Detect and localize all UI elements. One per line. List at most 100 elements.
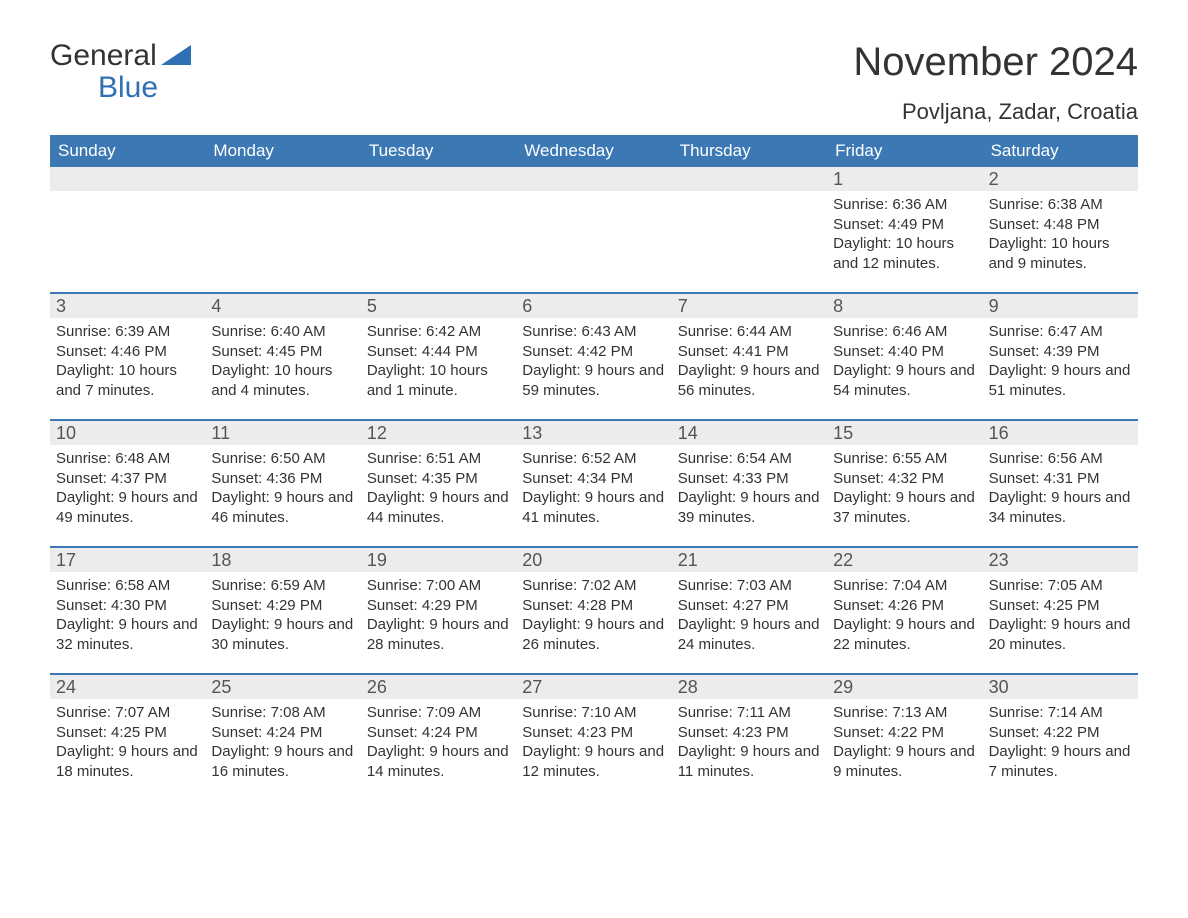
sunrise-line: Sunrise: 7:13 AM (833, 703, 976, 723)
day-number: 4 (205, 294, 360, 318)
daylight-line: Daylight: 9 hours and 59 minutes. (522, 361, 665, 400)
day-body: Sunrise: 6:46 AMSunset: 4:40 PMDaylight:… (827, 318, 982, 406)
week-row: 24Sunrise: 7:07 AMSunset: 4:25 PMDayligh… (50, 673, 1138, 800)
sunrise-line: Sunrise: 6:52 AM (522, 449, 665, 469)
sunrise-line: Sunrise: 6:51 AM (367, 449, 510, 469)
day-number: 28 (672, 675, 827, 699)
daylight-line: Daylight: 9 hours and 32 minutes. (56, 615, 199, 654)
day-body: Sunrise: 6:36 AMSunset: 4:49 PMDaylight:… (827, 191, 982, 279)
day-number: 20 (516, 548, 671, 572)
daylight-line: Daylight: 9 hours and 30 minutes. (211, 615, 354, 654)
daylight-line: Daylight: 9 hours and 11 minutes. (678, 742, 821, 781)
day-body: Sunrise: 6:54 AMSunset: 4:33 PMDaylight:… (672, 445, 827, 533)
sunset-line: Sunset: 4:33 PM (678, 469, 821, 489)
day-cell-19: 19Sunrise: 7:00 AMSunset: 4:29 PMDayligh… (361, 548, 516, 673)
day-cell-28: 28Sunrise: 7:11 AMSunset: 4:23 PMDayligh… (672, 675, 827, 800)
dow-saturday: Saturday (983, 135, 1138, 167)
sunrise-line: Sunrise: 7:11 AM (678, 703, 821, 723)
day-number: 8 (827, 294, 982, 318)
day-cell-18: 18Sunrise: 6:59 AMSunset: 4:29 PMDayligh… (205, 548, 360, 673)
day-body: Sunrise: 6:38 AMSunset: 4:48 PMDaylight:… (983, 191, 1138, 279)
day-cell-23: 23Sunrise: 7:05 AMSunset: 4:25 PMDayligh… (983, 548, 1138, 673)
daylight-line: Daylight: 10 hours and 7 minutes. (56, 361, 199, 400)
day-body: Sunrise: 7:04 AMSunset: 4:26 PMDaylight:… (827, 572, 982, 660)
sunset-line: Sunset: 4:24 PM (367, 723, 510, 743)
sunset-line: Sunset: 4:31 PM (989, 469, 1132, 489)
sunrise-line: Sunrise: 6:40 AM (211, 322, 354, 342)
day-body (361, 191, 516, 201)
sunset-line: Sunset: 4:25 PM (56, 723, 199, 743)
day-cell-21: 21Sunrise: 7:03 AMSunset: 4:27 PMDayligh… (672, 548, 827, 673)
day-number: 2 (983, 167, 1138, 191)
day-body: Sunrise: 7:05 AMSunset: 4:25 PMDaylight:… (983, 572, 1138, 660)
day-number: 27 (516, 675, 671, 699)
sunset-line: Sunset: 4:46 PM (56, 342, 199, 362)
day-cell-20: 20Sunrise: 7:02 AMSunset: 4:28 PMDayligh… (516, 548, 671, 673)
sunrise-line: Sunrise: 7:05 AM (989, 576, 1132, 596)
sunrise-line: Sunrise: 7:04 AM (833, 576, 976, 596)
daylight-line: Daylight: 9 hours and 18 minutes. (56, 742, 199, 781)
day-number: 24 (50, 675, 205, 699)
sunrise-line: Sunrise: 7:08 AM (211, 703, 354, 723)
logo-word-general: General (50, 40, 157, 72)
day-body: Sunrise: 6:50 AMSunset: 4:36 PMDaylight:… (205, 445, 360, 533)
day-body: Sunrise: 6:59 AMSunset: 4:29 PMDaylight:… (205, 572, 360, 660)
day-body: Sunrise: 6:48 AMSunset: 4:37 PMDaylight:… (50, 445, 205, 533)
day-number: 16 (983, 421, 1138, 445)
day-number (672, 167, 827, 191)
day-number (50, 167, 205, 191)
sunrise-line: Sunrise: 6:56 AM (989, 449, 1132, 469)
day-number: 9 (983, 294, 1138, 318)
daylight-line: Daylight: 9 hours and 22 minutes. (833, 615, 976, 654)
day-number: 21 (672, 548, 827, 572)
day-body (516, 191, 671, 201)
sunset-line: Sunset: 4:22 PM (989, 723, 1132, 743)
daylight-line: Daylight: 9 hours and 51 minutes. (989, 361, 1132, 400)
day-cell-5: 5Sunrise: 6:42 AMSunset: 4:44 PMDaylight… (361, 294, 516, 419)
daylight-line: Daylight: 9 hours and 24 minutes. (678, 615, 821, 654)
sunrise-line: Sunrise: 6:50 AM (211, 449, 354, 469)
sunrise-line: Sunrise: 7:14 AM (989, 703, 1132, 723)
sunset-line: Sunset: 4:40 PM (833, 342, 976, 362)
day-number: 5 (361, 294, 516, 318)
week-row: 10Sunrise: 6:48 AMSunset: 4:37 PMDayligh… (50, 419, 1138, 546)
sunset-line: Sunset: 4:24 PM (211, 723, 354, 743)
day-body: Sunrise: 7:10 AMSunset: 4:23 PMDaylight:… (516, 699, 671, 787)
day-cell-4: 4Sunrise: 6:40 AMSunset: 4:45 PMDaylight… (205, 294, 360, 419)
day-cell-13: 13Sunrise: 6:52 AMSunset: 4:34 PMDayligh… (516, 421, 671, 546)
daylight-line: Daylight: 9 hours and 39 minutes. (678, 488, 821, 527)
day-body (50, 191, 205, 201)
day-of-week-header: SundayMondayTuesdayWednesdayThursdayFrid… (50, 135, 1138, 167)
day-cell-12: 12Sunrise: 6:51 AMSunset: 4:35 PMDayligh… (361, 421, 516, 546)
daylight-line: Daylight: 10 hours and 12 minutes. (833, 234, 976, 273)
day-body: Sunrise: 6:56 AMSunset: 4:31 PMDaylight:… (983, 445, 1138, 533)
daylight-line: Daylight: 9 hours and 37 minutes. (833, 488, 976, 527)
sunset-line: Sunset: 4:29 PM (367, 596, 510, 616)
daylight-line: Daylight: 9 hours and 20 minutes. (989, 615, 1132, 654)
daylight-line: Daylight: 9 hours and 49 minutes. (56, 488, 199, 527)
day-cell-16: 16Sunrise: 6:56 AMSunset: 4:31 PMDayligh… (983, 421, 1138, 546)
sunrise-line: Sunrise: 7:10 AM (522, 703, 665, 723)
sunrise-line: Sunrise: 7:03 AM (678, 576, 821, 596)
day-number: 3 (50, 294, 205, 318)
sunset-line: Sunset: 4:45 PM (211, 342, 354, 362)
day-body: Sunrise: 7:14 AMSunset: 4:22 PMDaylight:… (983, 699, 1138, 787)
day-cell-11: 11Sunrise: 6:50 AMSunset: 4:36 PMDayligh… (205, 421, 360, 546)
day-body: Sunrise: 6:39 AMSunset: 4:46 PMDaylight:… (50, 318, 205, 406)
sunset-line: Sunset: 4:44 PM (367, 342, 510, 362)
empty-day-cell (516, 167, 671, 292)
sunrise-line: Sunrise: 7:09 AM (367, 703, 510, 723)
day-body: Sunrise: 6:52 AMSunset: 4:34 PMDaylight:… (516, 445, 671, 533)
day-number: 15 (827, 421, 982, 445)
sunset-line: Sunset: 4:48 PM (989, 215, 1132, 235)
logo: General Blue (50, 40, 191, 103)
day-number: 6 (516, 294, 671, 318)
dow-thursday: Thursday (672, 135, 827, 167)
month-title: November 2024 (853, 40, 1138, 85)
daylight-line: Daylight: 9 hours and 16 minutes. (211, 742, 354, 781)
sunset-line: Sunset: 4:26 PM (833, 596, 976, 616)
day-body: Sunrise: 7:09 AMSunset: 4:24 PMDaylight:… (361, 699, 516, 787)
sunset-line: Sunset: 4:42 PM (522, 342, 665, 362)
day-cell-25: 25Sunrise: 7:08 AMSunset: 4:24 PMDayligh… (205, 675, 360, 800)
sunrise-line: Sunrise: 6:44 AM (678, 322, 821, 342)
